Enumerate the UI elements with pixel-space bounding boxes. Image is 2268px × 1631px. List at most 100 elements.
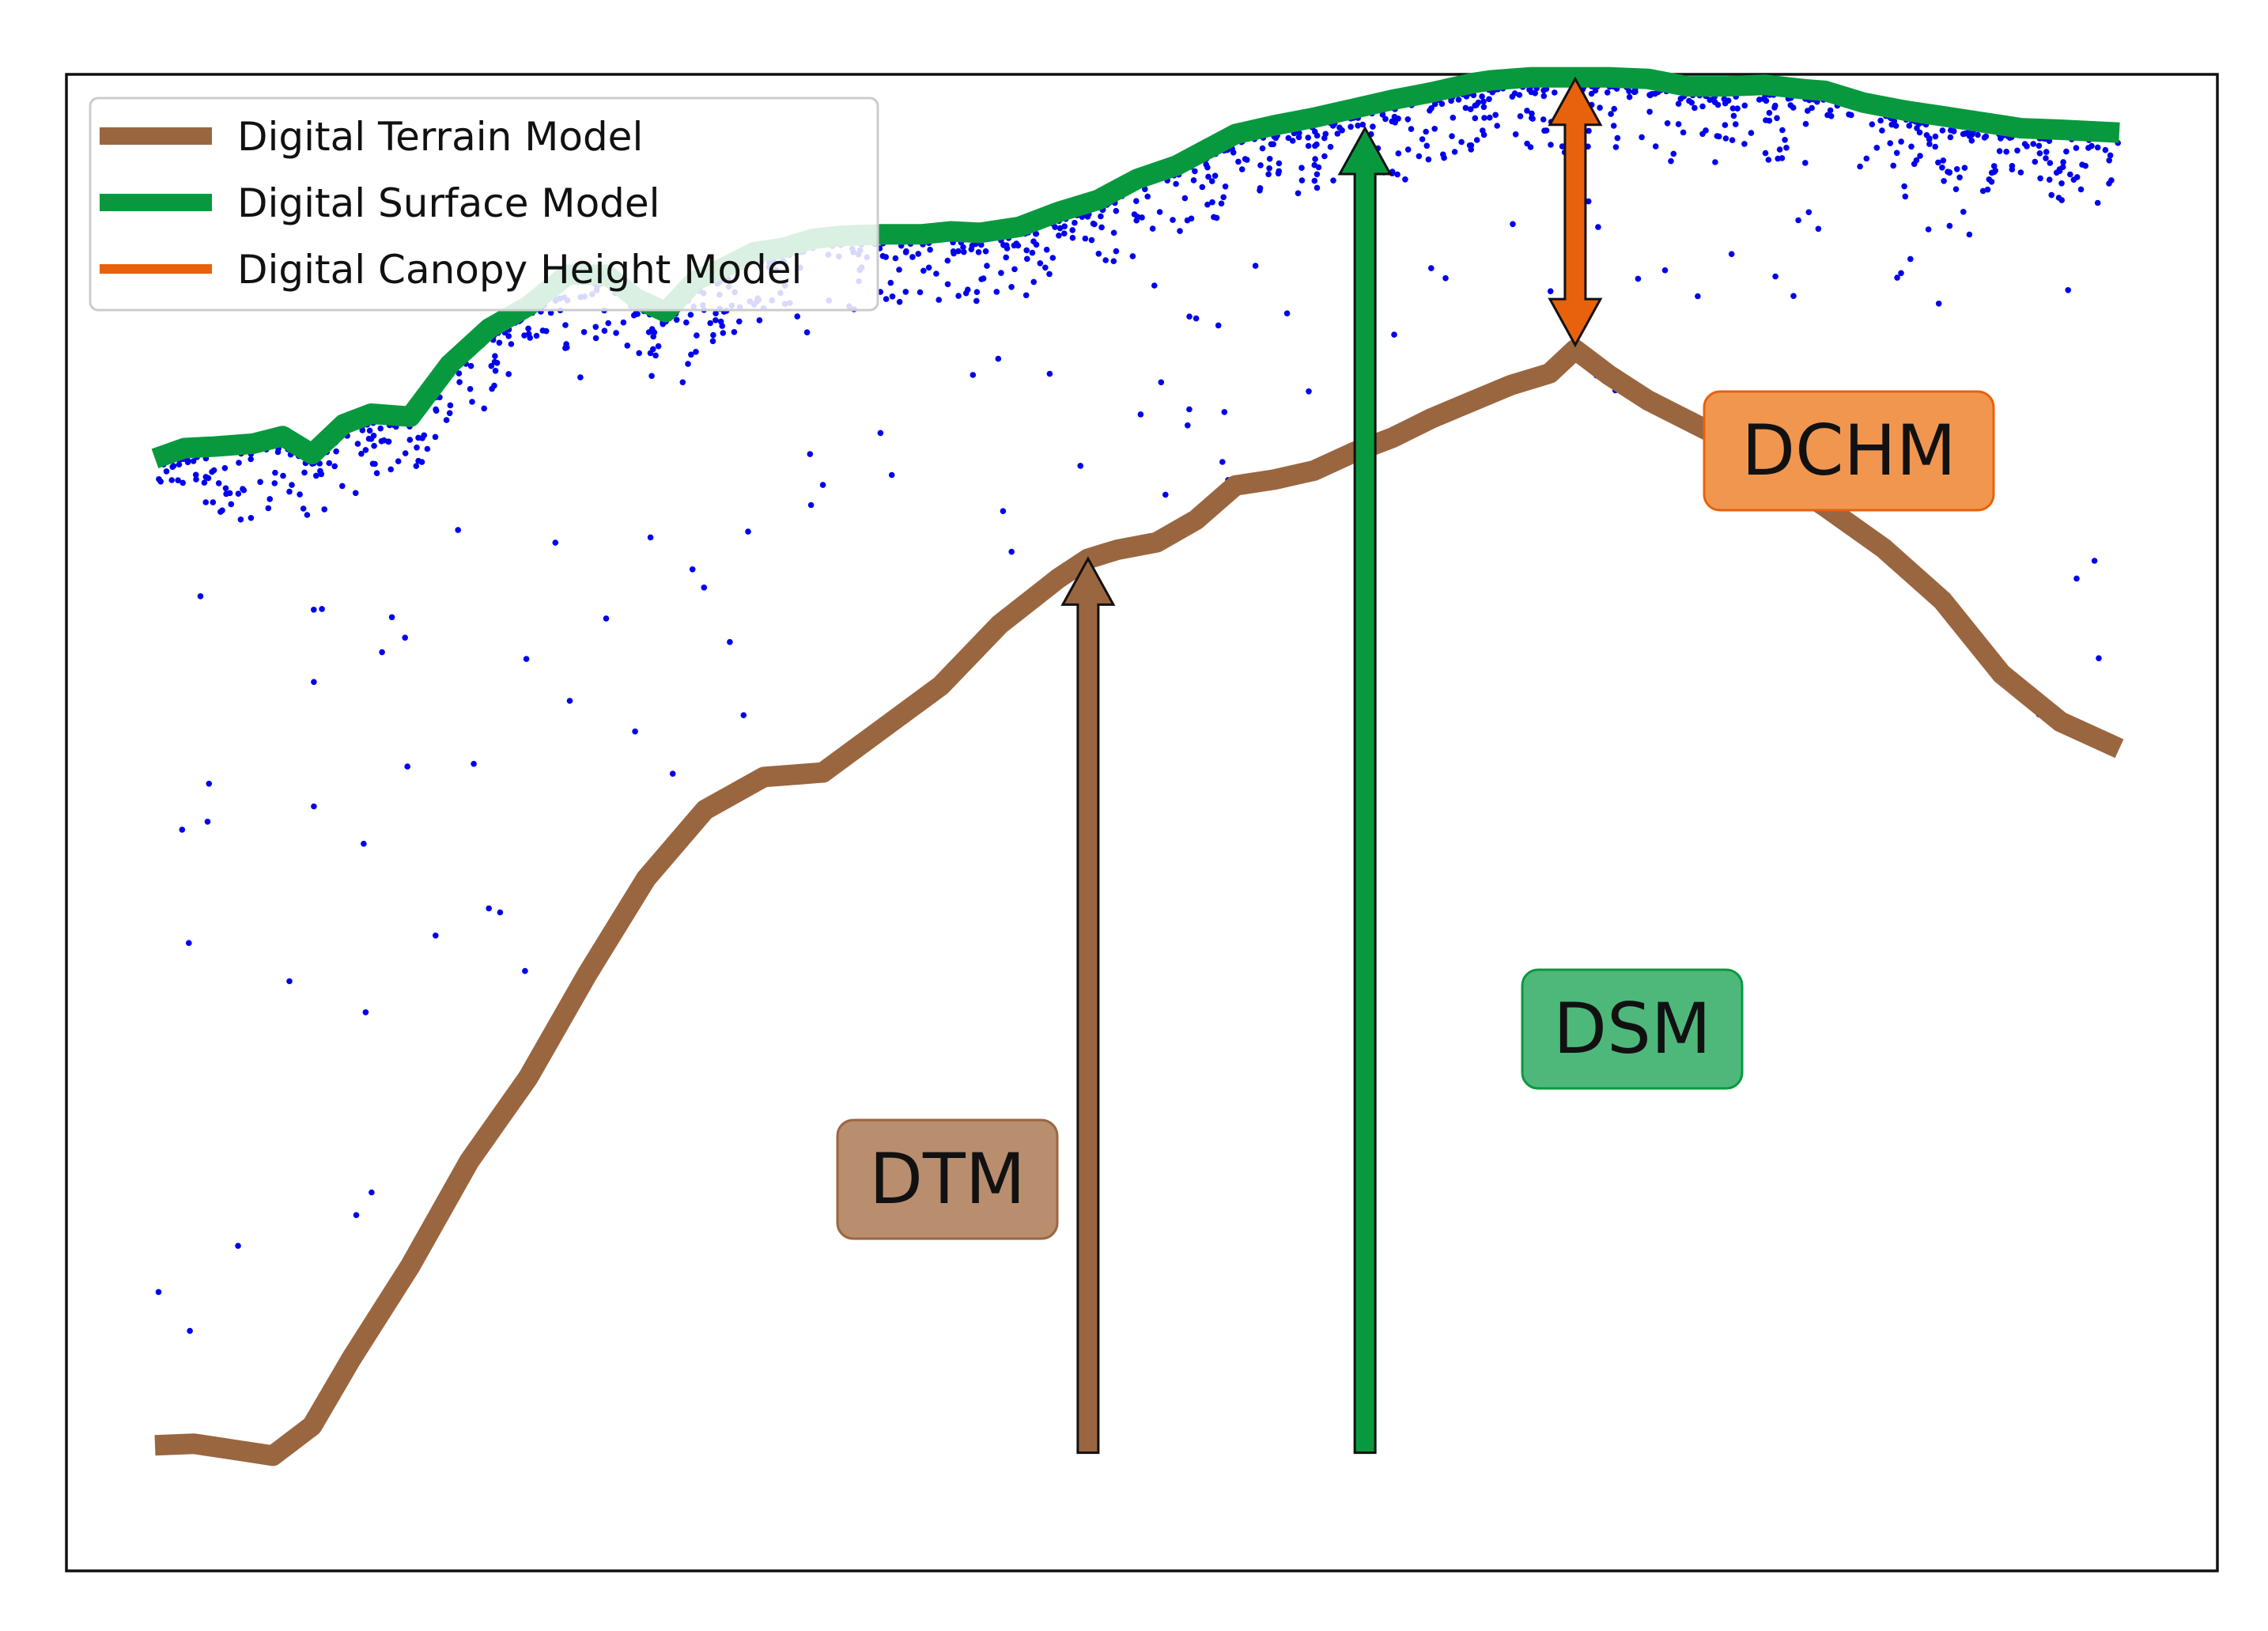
lidar-point <box>1186 406 1193 413</box>
lidar-point <box>1441 154 1447 161</box>
lidar-point <box>1305 134 1311 141</box>
lidar-point <box>580 329 588 335</box>
lidar-point <box>1186 313 1193 320</box>
lidar-point <box>973 297 980 305</box>
lidar-point <box>636 350 642 357</box>
lidar-point <box>1265 171 1272 178</box>
lidar-point <box>2102 146 2109 153</box>
lidar-point <box>1795 217 1801 224</box>
lidar-point <box>1221 409 1228 415</box>
lidar-point <box>1404 146 1412 153</box>
lidar-point <box>1314 171 1321 178</box>
lidar-point <box>1730 112 1737 119</box>
lidar-point <box>521 332 527 339</box>
lidar-point <box>1139 214 1145 221</box>
lidar-point <box>902 289 909 295</box>
lidar-point <box>1049 255 1057 261</box>
lidar-point <box>1664 120 1671 127</box>
lidar-point <box>1494 123 1500 129</box>
lidar-point <box>2030 141 2036 147</box>
lidar-point <box>1129 253 1136 259</box>
lidar-point <box>603 615 610 622</box>
lidar-point <box>1661 267 1669 274</box>
lidar-point <box>1011 266 1018 273</box>
lidar-point <box>1722 135 1729 142</box>
lidar-point <box>215 480 222 486</box>
lidar-point <box>1893 149 1900 157</box>
lidar-point <box>1428 265 1435 271</box>
lidar-point <box>1935 159 1941 166</box>
lidar-point <box>1098 213 1104 220</box>
lidar-point <box>2003 149 2009 155</box>
lidar-point <box>563 341 569 347</box>
lidar-point <box>1203 161 1209 168</box>
lidar-point <box>955 248 962 255</box>
lidar-point <box>1311 177 1318 184</box>
lidar-point <box>1947 134 1954 141</box>
lidar-point <box>286 488 293 495</box>
lidar-point <box>210 467 217 474</box>
lidar-point <box>1283 310 1291 317</box>
lidar-point <box>1192 168 1198 175</box>
lidar-point <box>353 1212 360 1218</box>
lidar-point <box>237 517 244 523</box>
lidar-point <box>371 442 377 449</box>
lidar-point <box>157 479 164 485</box>
lidar-point <box>1298 165 1305 171</box>
lidar-point <box>819 482 826 488</box>
lidar-point <box>433 407 440 414</box>
lidar-point <box>379 649 385 656</box>
lidar-point <box>155 1289 162 1296</box>
label-boxes: DTM DSM DCHM <box>836 390 1995 1240</box>
lidar-point <box>1266 165 1272 172</box>
lidar-point <box>1289 138 1296 144</box>
lidar-point <box>1961 165 1968 171</box>
lidar-point <box>1763 97 1770 104</box>
lidar-point <box>1257 162 1264 168</box>
lidar-point <box>1585 198 1592 205</box>
lidar-point <box>1940 157 1947 164</box>
lidar-point <box>362 447 369 453</box>
lidar-point <box>1473 137 1480 143</box>
lidar-point <box>1802 120 1809 127</box>
lidar-point <box>650 333 656 340</box>
lidar-point <box>1431 126 1438 132</box>
lidar-point <box>1043 246 1050 253</box>
lidar-point <box>1423 142 1431 149</box>
series-line-dsm <box>151 66 2120 469</box>
lidar-point <box>1029 249 1036 256</box>
lidar-point <box>1898 138 1904 145</box>
lidar-point <box>1193 315 1200 322</box>
lidar-point <box>527 335 533 341</box>
label-box-dsm: DSM <box>1521 968 1744 1090</box>
lidar-point <box>915 251 921 257</box>
lidar-point <box>1925 226 1932 233</box>
lidar-point <box>1492 112 1499 119</box>
lidar-point <box>456 379 463 385</box>
lidar-point <box>2079 161 2085 168</box>
lidar-point <box>2043 155 2049 161</box>
lidar-point <box>1950 128 1957 134</box>
lidar-point <box>1072 219 1078 226</box>
lidar-point <box>402 634 408 641</box>
lidar-point <box>1707 96 1713 104</box>
lidar-point <box>1133 198 1140 204</box>
lidar-point <box>1677 96 1684 102</box>
lidar-point <box>443 417 450 423</box>
lidar-point <box>883 296 890 302</box>
lidar-point <box>1158 379 1165 386</box>
lidar-point <box>679 379 686 386</box>
lidar-point <box>807 451 814 457</box>
lidar-point <box>1824 112 1831 119</box>
lidar-point <box>497 909 504 916</box>
lidar-point <box>432 433 439 441</box>
lidar-point <box>1285 134 1292 142</box>
lidar-point <box>317 467 323 475</box>
lidar-point <box>1939 165 1945 171</box>
lidar-point <box>187 1327 193 1334</box>
lidar-point <box>1722 100 1729 107</box>
lidar-point <box>1908 143 1915 150</box>
lidar-point <box>605 320 611 327</box>
lidar-point <box>1608 111 1614 117</box>
lidar-point <box>624 342 631 349</box>
